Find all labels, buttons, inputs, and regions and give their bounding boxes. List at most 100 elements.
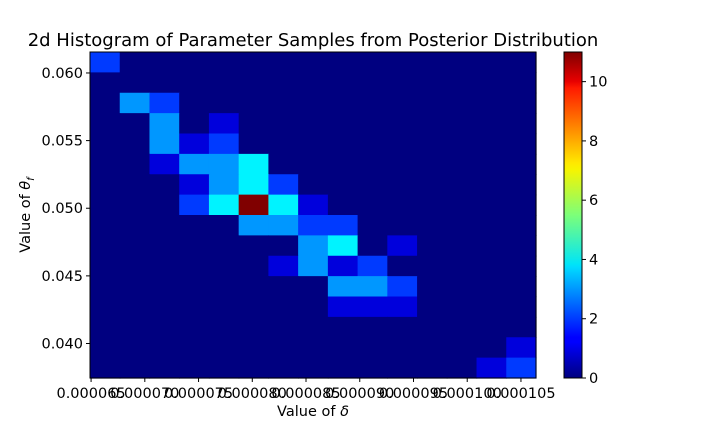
heatmap-cell: [506, 133, 537, 155]
heatmap-cell: [119, 357, 151, 379]
heatmap-cell: [387, 153, 418, 175]
colorbar-tick-label: 10: [589, 75, 607, 91]
heatmap-cell: [90, 215, 121, 236]
heatmap-cell: [387, 52, 418, 73]
heatmap-cell: [446, 296, 478, 318]
heatmap-cell: [506, 113, 537, 135]
heatmap-cell: [179, 52, 210, 73]
heatmap-cell: [476, 113, 507, 135]
heatmap-cell: [327, 235, 359, 257]
heatmap-cell: [179, 174, 210, 196]
heatmap-cell: [446, 52, 478, 73]
heatmap-cell: [268, 153, 299, 175]
heatmap-cell: [149, 235, 180, 257]
heatmap-cell: [298, 194, 329, 216]
colorbar-tick-label: 0: [589, 371, 598, 387]
heatmap-cell: [208, 235, 240, 257]
heatmap-cell: [119, 235, 151, 257]
heatmap-cell: [446, 215, 478, 236]
heatmap-cell: [90, 113, 121, 135]
heatmap-cell: [476, 92, 507, 114]
heatmap-cell: [327, 194, 359, 216]
heatmap-cell: [327, 357, 359, 379]
x-tick-label: 0.000075: [164, 386, 233, 402]
heatmap-cell: [208, 316, 240, 338]
heatmap-cell: [90, 72, 121, 94]
heatmap-cell: [446, 337, 478, 359]
x-axis-label-text: Value of: [277, 404, 340, 420]
heatmap-cell: [476, 215, 507, 236]
heatmap-cell: [327, 276, 359, 298]
heatmap-cell: [298, 72, 329, 94]
heatmap-cell: [268, 215, 299, 236]
y-axis-label-symbol: θ: [18, 181, 34, 190]
chart-title: 2d Histogram of Parameter Samples from P…: [28, 30, 599, 51]
heatmap-cell: [417, 72, 448, 94]
heatmap-cell: [327, 72, 359, 94]
heatmap-cell: [446, 174, 478, 196]
heatmap-cell: [506, 235, 537, 257]
heatmap-cell: [119, 72, 151, 94]
heatmap-cell: [179, 215, 210, 236]
heatmap-cell: [208, 255, 240, 277]
heatmap-cell: [357, 235, 388, 257]
heatmap-cell: [446, 153, 478, 175]
heatmap-cell: [387, 72, 418, 94]
heatmap-cell: [119, 276, 151, 298]
heatmap-cell: [387, 174, 418, 196]
heatmap-cell: [506, 153, 537, 175]
heatmap-cell: [298, 113, 329, 135]
heatmap-cell: [387, 92, 418, 114]
heatmap-cell: [327, 92, 359, 114]
heatmap-cell: [506, 357, 537, 379]
heatmap-cell: [357, 255, 388, 277]
heatmap-cell: [179, 276, 210, 298]
heatmap-cell: [506, 72, 537, 94]
heatmap-cell: [476, 52, 507, 73]
heatmap-cell: [208, 194, 240, 216]
heatmap-cell: [238, 255, 269, 277]
heatmap-cell: [357, 113, 388, 135]
heatmap-cell: [149, 255, 180, 277]
heatmap-cell: [119, 296, 151, 318]
heatmap-cell: [357, 194, 388, 216]
y-axis-label: Value of θf: [18, 176, 37, 253]
heatmap-cell: [268, 52, 299, 73]
heatmap-cell: [238, 276, 269, 298]
heatmap-cell: [268, 316, 299, 338]
heatmap-cell: [298, 215, 329, 236]
heatmap-cell: [238, 296, 269, 318]
heatmap-cell: [387, 296, 418, 318]
heatmap-cell: [238, 215, 269, 236]
heatmap-cell: [208, 276, 240, 298]
heatmap-cell: [90, 255, 121, 277]
heatmap-cell: [476, 337, 507, 359]
heatmap-cell: [387, 357, 418, 379]
heatmap-cell: [208, 357, 240, 379]
heatmap-cell: [179, 255, 210, 277]
heatmap-cell: [446, 92, 478, 114]
heatmap-cell: [298, 337, 329, 359]
heatmap-cell: [417, 153, 448, 175]
heatmap-cell: [90, 296, 121, 318]
heatmap-cell: [268, 113, 299, 135]
heatmap-cell: [387, 337, 418, 359]
heatmap-cell: [506, 276, 537, 298]
heatmap-cell: [298, 133, 329, 155]
heatmap-cell: [90, 174, 121, 196]
heatmap-cell: [149, 174, 180, 196]
heatmap-cell: [208, 133, 240, 155]
heatmap-cell: [387, 255, 418, 277]
heatmap-cell: [119, 92, 151, 114]
heatmap-cell: [149, 215, 180, 236]
heatmap-cell: [298, 316, 329, 338]
x-tick-label: 0.000085: [271, 386, 340, 402]
x-axis-ticks: 0.0000650.0000700.0000750.0000800.000085…: [56, 378, 556, 402]
heatmap-cell: [476, 153, 507, 175]
heatmap-cell: [506, 92, 537, 114]
heatmap-cell: [149, 194, 180, 216]
heatmap-cell: [506, 255, 537, 277]
heatmap-cell: [238, 92, 269, 114]
heatmap-cell: [357, 174, 388, 196]
heatmap-cell: [119, 113, 151, 135]
